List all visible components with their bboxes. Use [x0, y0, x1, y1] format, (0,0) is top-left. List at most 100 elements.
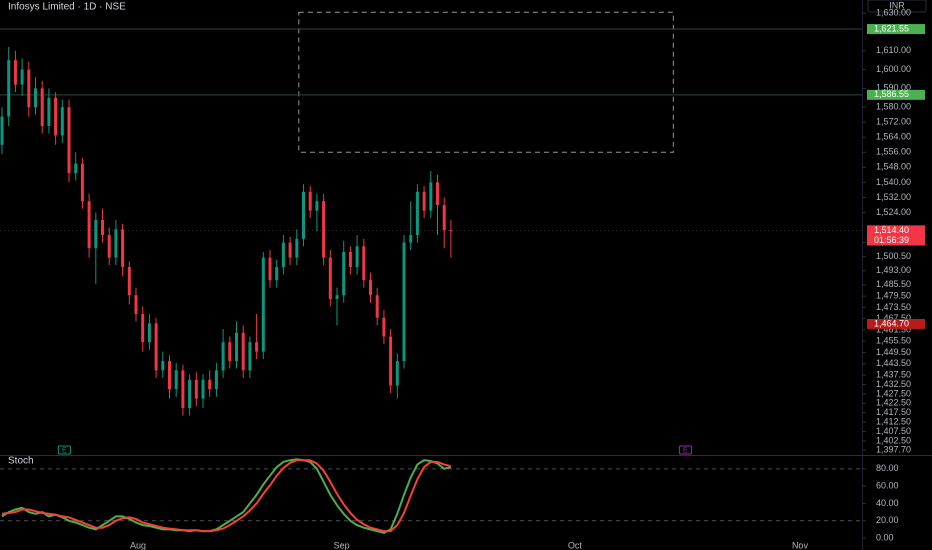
candle-body [161, 360, 165, 371]
zone-box [298, 11, 674, 153]
candle-body [121, 229, 125, 267]
candle-body [154, 323, 158, 371]
candle-body [362, 246, 366, 281]
candle-body [402, 242, 406, 361]
candle-body [80, 163, 84, 202]
price-badge [867, 89, 925, 100]
candle-body [228, 342, 232, 361]
candle-body [442, 204, 446, 231]
y-tick-label: 1,461.50 [876, 324, 911, 334]
candle-body [395, 360, 399, 386]
candle-body [67, 107, 71, 173]
candle-body [13, 60, 17, 85]
candle-body [355, 246, 359, 267]
y-tick-label: 1,590.00 [876, 83, 911, 93]
candle-body [322, 201, 326, 258]
y-tick-label: 1,443.50 [876, 358, 911, 368]
y-tick-label: 1,630.00 [876, 8, 911, 18]
y-tick-label: 20.00 [876, 515, 899, 525]
candle-body [194, 379, 198, 399]
candle-body [348, 251, 352, 267]
y-tick-label: 1,427.50 [876, 388, 911, 398]
y-tick-label: 1,407.50 [876, 426, 911, 436]
candle-body [375, 295, 379, 318]
candle-body [335, 295, 339, 299]
candle-body [214, 370, 218, 390]
candle-body [20, 69, 24, 85]
candle-body [409, 235, 413, 243]
candle-body [188, 379, 192, 408]
candle-body [268, 257, 272, 281]
y-tick-label: 1,548.00 [876, 162, 911, 172]
candle-body [27, 69, 31, 108]
y-tick-label: 1,600.00 [876, 64, 911, 74]
y-tick-label: 1,532.00 [876, 192, 911, 202]
event-label: E [62, 447, 67, 454]
candle-body [281, 242, 285, 267]
candle-body [295, 238, 299, 258]
candle-body [94, 219, 98, 249]
candle-body [288, 242, 292, 258]
candle-body [141, 313, 145, 343]
candle-body [382, 317, 386, 337]
candle-body [107, 235, 111, 258]
candle-body [101, 219, 105, 236]
candle-body [342, 251, 346, 296]
y-tick-label: 1,437.50 [876, 369, 911, 379]
candle-body [369, 280, 373, 296]
y-tick-label: 1,500.50 [876, 251, 911, 261]
y-tick-label: 1,402.50 [876, 435, 911, 445]
price-badge-label: 1,514.40 [874, 225, 909, 235]
indicator-title: Stoch [8, 456, 34, 467]
candle-body [328, 257, 332, 299]
candle-body [60, 107, 64, 136]
y-tick-label: 1,455.50 [876, 336, 911, 346]
price-badge-label: 1,464.70 [874, 318, 909, 328]
candle-body [0, 116, 4, 145]
currency-box [867, 0, 927, 13]
candle-body [147, 323, 151, 343]
candle-body [87, 201, 91, 249]
y-tick-label: 80.00 [876, 463, 899, 473]
countdown: 01:56:39 [874, 235, 909, 245]
price-badge [867, 318, 925, 329]
y-tick-label: 1,580.00 [876, 102, 911, 112]
currency[interactable]: INR [889, 0, 905, 10]
y-tick-label: 1,564.00 [876, 132, 911, 142]
candle-body [255, 342, 259, 352]
candle-body [389, 336, 393, 386]
candle-body [127, 266, 131, 296]
x-tick-label: Nov [792, 540, 809, 550]
stoch-line [1, 458, 452, 534]
y-tick-label: 1,432.50 [876, 379, 911, 389]
candle-body [449, 230, 453, 232]
y-tick-label: 1,485.50 [876, 279, 911, 289]
y-tick-label: 1,610.00 [876, 45, 911, 55]
candle-body [47, 97, 51, 126]
candle-body [134, 295, 138, 314]
y-tick-label: 1,397.70 [876, 444, 911, 454]
candle-body [74, 163, 78, 173]
candle-body [235, 332, 239, 361]
y-tick-label: 1,449.50 [876, 347, 911, 357]
y-tick-label: 1,417.50 [876, 407, 911, 417]
y-tick-label: 1,473.50 [876, 302, 911, 312]
candle-body [429, 182, 433, 211]
y-tick-label: 1,412.50 [876, 416, 911, 426]
y-tick-label: 1,556.00 [876, 147, 911, 157]
countdown-badge [867, 235, 925, 246]
candle-body [54, 97, 58, 136]
y-tick-label: 1,422.50 [876, 398, 911, 408]
candle-body [201, 379, 205, 399]
candle-body [181, 370, 185, 408]
event-marker [678, 445, 692, 455]
x-tick-label: Sep [334, 540, 350, 550]
candle-body [174, 370, 178, 390]
chart-title: Infosys Limited · 1D · NSE [8, 2, 126, 13]
stoch-line [1, 459, 452, 533]
x-tick-label: Oct [568, 540, 583, 550]
price-badge-label: 1,621.55 [874, 23, 909, 33]
candle-body [40, 88, 44, 126]
